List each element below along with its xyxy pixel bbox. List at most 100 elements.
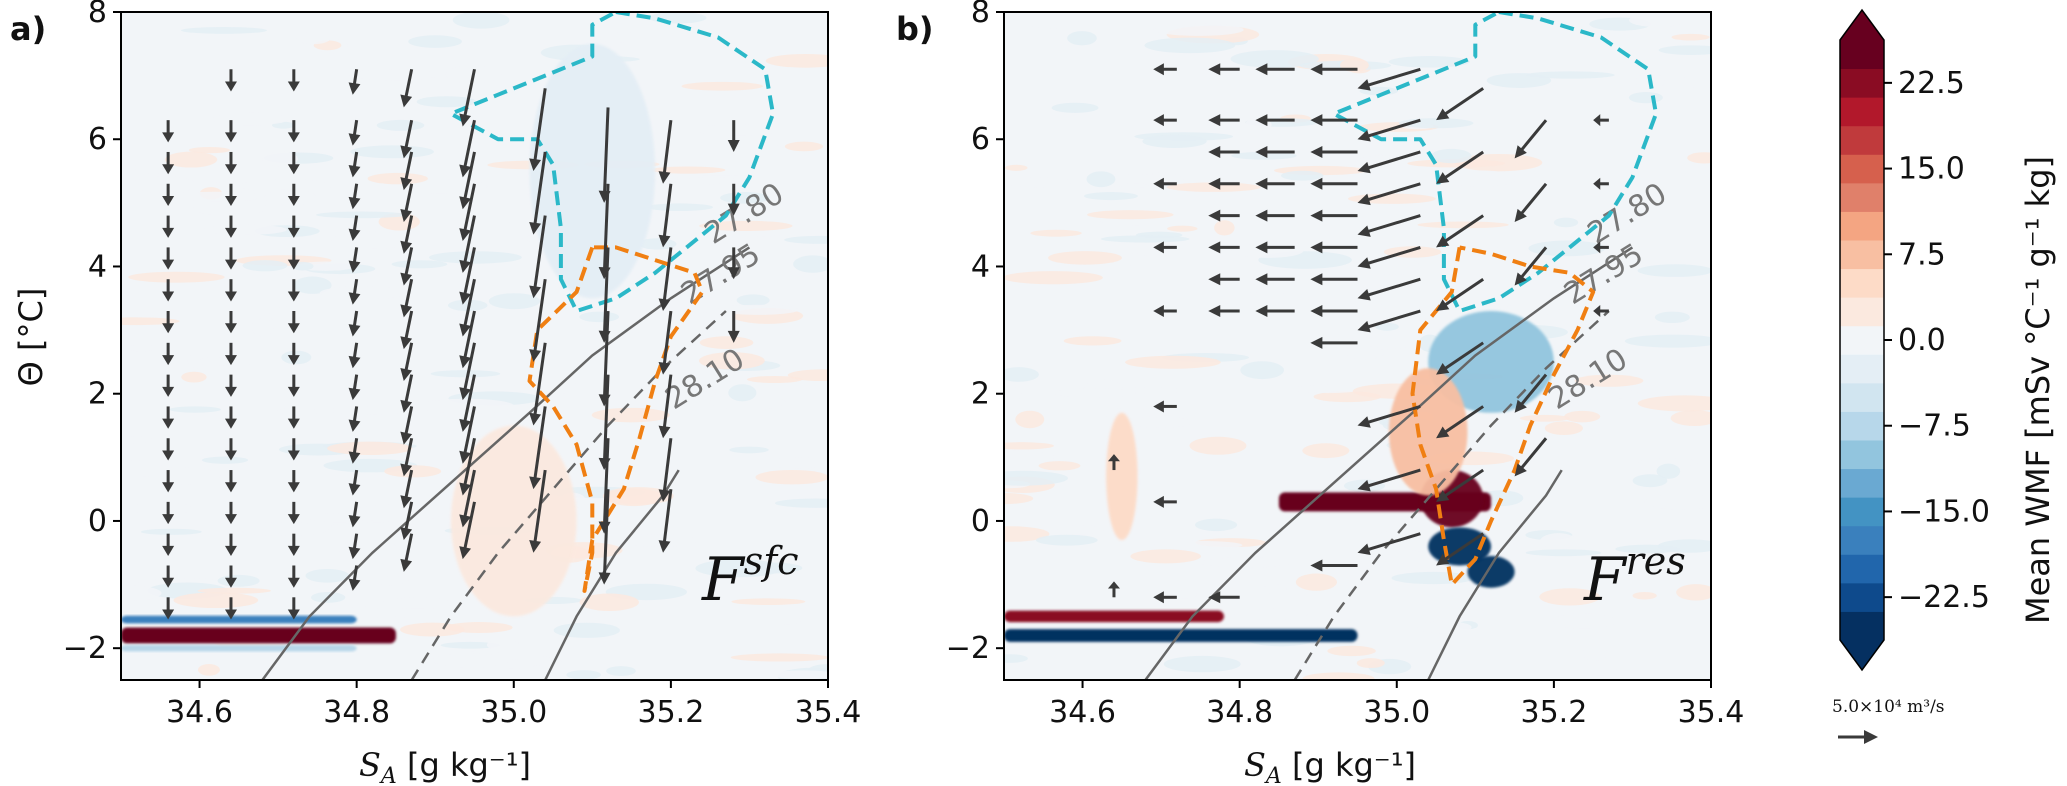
arrow-head [1436, 108, 1450, 121]
arrow-head [224, 132, 237, 143]
arrow [1153, 495, 1177, 508]
arrow-head [348, 133, 361, 146]
arrow [459, 437, 476, 496]
arrow [287, 565, 300, 588]
colorbar-segment [1840, 240, 1884, 270]
arrow [1153, 177, 1177, 190]
field-patch [121, 436, 154, 444]
field-patch [1005, 164, 1028, 171]
arrow [459, 68, 476, 127]
arrow-shaft [1519, 119, 1548, 152]
field-patch [1629, 13, 1686, 28]
arrow-head [1153, 241, 1164, 254]
arrow-shaft [533, 215, 547, 289]
arrow-shaft [603, 183, 610, 270]
field-patch [736, 294, 770, 307]
arrow-head [459, 514, 472, 528]
arrow [459, 310, 476, 369]
arrow-shaft [1366, 532, 1421, 552]
field-band [121, 627, 396, 644]
field-patch [1687, 152, 1711, 164]
arrow [400, 501, 414, 541]
x-tick-label: 34.8 [323, 695, 390, 730]
field-patch [440, 641, 500, 649]
arrow [287, 247, 300, 270]
field-patch [1417, 621, 1472, 634]
arrow-head [348, 228, 361, 242]
arrow [224, 533, 237, 556]
field-patch [1525, 71, 1615, 79]
field-patch [169, 406, 221, 413]
field-patch [772, 670, 828, 680]
arrow-head [1208, 305, 1221, 318]
arrow-head [1514, 272, 1527, 286]
field-patch [305, 568, 350, 583]
colorbar-tick-label: 7.5 [1898, 237, 1946, 272]
field-patch [1004, 386, 1022, 402]
colorbar-tick-label: 22.5 [1898, 66, 1965, 101]
panel-a-flux-label: Fsfc [701, 539, 799, 615]
arrow-head [1514, 145, 1527, 159]
field-blob [529, 43, 656, 299]
arrow [400, 215, 414, 254]
arrow-head [400, 399, 413, 413]
arrow [1208, 177, 1240, 190]
arrow-head [348, 451, 361, 464]
arrow-shaft [1519, 182, 1548, 216]
field-patch [693, 374, 735, 384]
field-patch [1564, 410, 1601, 423]
colorbar-segment [1840, 268, 1884, 298]
field-patch [1240, 361, 1285, 380]
arrow-shaft [463, 247, 476, 296]
arrow-shaft [404, 374, 414, 404]
arrow [1153, 591, 1177, 604]
field-patch [1210, 292, 1310, 306]
field-patch [1375, 322, 1399, 331]
arrow-shaft [352, 183, 359, 201]
field-patch [430, 370, 501, 378]
arrow-head [287, 355, 300, 366]
arrow-head [1255, 63, 1268, 76]
field-patch [486, 638, 520, 651]
arrow-head [1514, 399, 1527, 413]
arrow-shaft [404, 501, 414, 531]
field-patch [432, 653, 510, 668]
arrow-head [1357, 193, 1371, 206]
arrow-head [224, 545, 237, 556]
arrow [1255, 114, 1295, 127]
arrow-shaft [533, 469, 547, 544]
arrow-head [1153, 63, 1164, 76]
arrow [287, 438, 300, 461]
arrow [1153, 63, 1177, 76]
field-patch [400, 622, 465, 637]
field-patch [131, 176, 196, 194]
field-patch [1331, 301, 1386, 316]
field-patch [1632, 474, 1668, 488]
arrow [1357, 118, 1421, 142]
colorbar-segment [1840, 297, 1884, 327]
colorbar-label: Mean WMF [mSv °C⁻¹ g⁻¹ kg] [2019, 156, 2057, 624]
arrow-head [1357, 543, 1371, 556]
arrow-head [224, 323, 237, 334]
x-tick-label: 34.8 [1206, 695, 1273, 730]
arrow [1255, 177, 1295, 190]
arrow-head [1255, 209, 1268, 222]
field-patch [1676, 584, 1711, 601]
x-tick-label: 35.4 [795, 695, 862, 730]
arrow-head [1310, 114, 1323, 127]
arrow-shaft [1443, 150, 1485, 180]
field-patch [408, 35, 462, 48]
field-patch [167, 191, 265, 202]
arrow-head [287, 545, 300, 556]
colorbar-segment [1840, 611, 1884, 641]
arrow-head [400, 463, 413, 477]
y-tick-label: 8 [971, 0, 990, 30]
arrow-shaft [1366, 67, 1421, 87]
arrow-head [658, 234, 671, 248]
field-patch [251, 318, 274, 337]
field-patch [1369, 256, 1420, 275]
field-patch [1344, 346, 1385, 360]
field-patch [381, 597, 453, 609]
arrow-head [1436, 235, 1450, 248]
arrow [287, 406, 300, 429]
